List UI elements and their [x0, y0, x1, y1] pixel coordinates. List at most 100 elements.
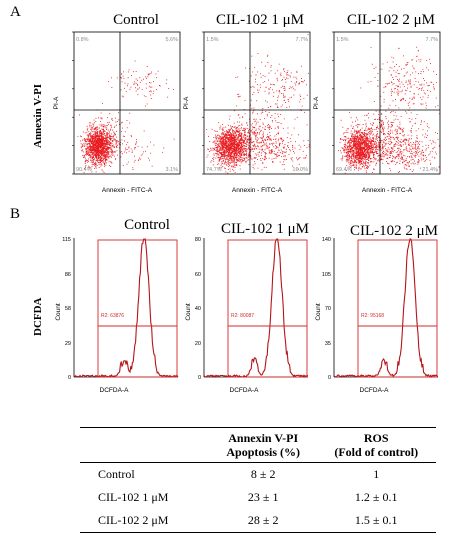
scatter-point — [371, 144, 373, 145]
scatter-point — [223, 140, 225, 142]
scatter-point — [289, 75, 291, 77]
scatter-point — [92, 148, 94, 150]
scatter-point — [237, 114, 239, 116]
scatter-point — [278, 133, 279, 135]
scatter-point — [94, 139, 96, 141]
scatter-point — [229, 149, 231, 151]
scatter-point — [85, 152, 87, 153]
scatter-point — [263, 136, 264, 138]
scatter-point — [352, 147, 354, 149]
scatter-point — [374, 150, 376, 152]
scatter-point — [225, 137, 227, 139]
scatter-point — [222, 148, 224, 149]
scatter-point — [232, 160, 234, 161]
scatter-point — [222, 142, 223, 144]
scatter-point — [373, 137, 374, 139]
scatter-point — [146, 146, 148, 148]
scatter-point — [113, 155, 115, 157]
scatter-point — [357, 130, 359, 132]
scatter-point — [112, 136, 114, 138]
scatter-point — [227, 146, 229, 148]
scatter-point — [96, 145, 98, 147]
scatter-point — [142, 153, 144, 155]
scatter-point — [110, 129, 111, 131]
scatter-point — [250, 154, 252, 156]
scatter-point — [86, 147, 88, 149]
scatter-point — [244, 153, 246, 155]
scatter-point — [91, 149, 93, 151]
scatter-point — [283, 70, 285, 72]
scatter-point — [364, 141, 366, 143]
scatter-point — [100, 129, 101, 131]
scatter-point — [104, 163, 105, 165]
scatter-point — [359, 157, 361, 159]
scatter-point — [104, 158, 106, 159]
scatter-point — [261, 110, 263, 112]
scatter-point — [268, 157, 270, 159]
scatter-point — [359, 149, 361, 151]
scatter-point — [283, 100, 285, 101]
scatter-point — [278, 138, 279, 140]
scatter-point — [98, 164, 100, 165]
scatter-point — [239, 131, 241, 133]
scatter-point — [143, 151, 145, 153]
scatter-point — [215, 136, 217, 138]
scatter-point — [253, 110, 254, 111]
scatter-point — [369, 128, 371, 129]
scatter-point — [224, 157, 226, 159]
scatter-point — [230, 139, 232, 141]
scatter-point — [275, 145, 277, 147]
scatter-point — [238, 121, 240, 123]
scatter-point — [93, 161, 94, 163]
scatter-point — [232, 166, 234, 168]
scatter-point — [84, 139, 86, 141]
scatter-point — [234, 152, 236, 154]
scatter-point — [362, 153, 364, 155]
scatter-point — [121, 73, 122, 75]
scatter-point — [240, 139, 242, 140]
scatter-point — [360, 139, 362, 141]
scatter-point — [245, 137, 247, 139]
scatter-point — [349, 156, 351, 157]
scatter-point — [101, 149, 103, 151]
scatter-point — [364, 137, 366, 139]
scatter-point — [226, 150, 228, 152]
scatter-point — [239, 125, 241, 126]
scatter-point — [137, 79, 138, 81]
scatter-point — [121, 81, 123, 83]
scatter-point — [350, 161, 352, 163]
scatter-point — [247, 139, 248, 141]
scatter-point — [135, 144, 137, 146]
scatter-point — [134, 148, 135, 150]
scatter-point — [232, 144, 234, 145]
scatter-point — [134, 81, 136, 83]
scatter-point — [216, 141, 218, 143]
scatter-point — [243, 139, 245, 141]
scatter-point — [225, 141, 226, 142]
scatter-point — [85, 138, 87, 140]
scatter-point — [221, 142, 223, 144]
scatter-point — [373, 139, 374, 141]
scatter-point — [102, 145, 104, 147]
scatter-point — [102, 147, 104, 149]
scatter-point — [357, 131, 359, 133]
scatter-point — [96, 136, 98, 137]
scatter-point — [259, 132, 260, 134]
scatter-point — [168, 88, 170, 89]
scatter-point — [95, 162, 97, 164]
scatter-point — [133, 161, 135, 163]
scatter-point — [245, 139, 247, 141]
scatter-point — [107, 136, 109, 138]
scatter-point — [247, 141, 249, 143]
scatter-point — [236, 143, 238, 145]
scatter-point — [367, 139, 369, 141]
scatter-point — [107, 147, 109, 148]
scatter-point — [250, 75, 252, 77]
scatter-point — [374, 142, 375, 144]
scatter-point — [133, 71, 134, 73]
scatter-point — [222, 139, 224, 140]
scatter-point — [223, 163, 225, 165]
scatter-point — [240, 159, 242, 160]
scatter-point — [94, 163, 95, 165]
scatter-point — [95, 117, 97, 119]
